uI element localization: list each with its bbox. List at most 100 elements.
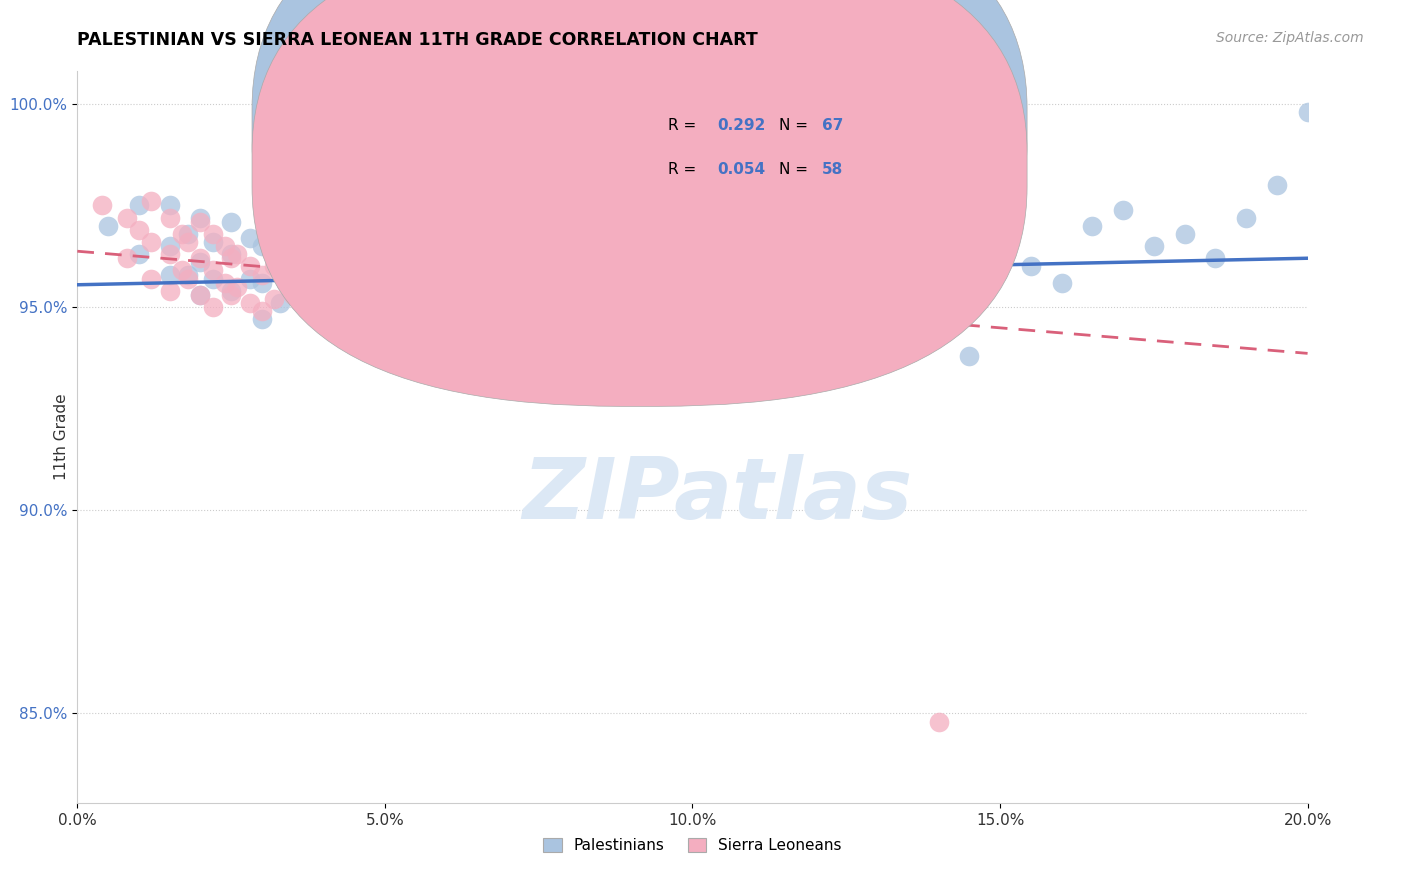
Text: Source: ZipAtlas.com: Source: ZipAtlas.com bbox=[1216, 31, 1364, 45]
Point bbox=[1143, 239, 1166, 253]
Point bbox=[97, 219, 120, 233]
Point bbox=[201, 271, 224, 285]
Point bbox=[159, 198, 181, 212]
Point bbox=[219, 247, 242, 261]
Point bbox=[361, 260, 384, 274]
Point bbox=[465, 312, 488, 326]
Point bbox=[1019, 260, 1042, 274]
Point bbox=[90, 198, 114, 212]
Point bbox=[343, 284, 366, 298]
FancyBboxPatch shape bbox=[252, 0, 1028, 362]
FancyBboxPatch shape bbox=[252, 0, 1028, 407]
Point bbox=[835, 279, 858, 293]
Point bbox=[405, 284, 427, 298]
Point bbox=[170, 227, 193, 241]
FancyBboxPatch shape bbox=[600, 101, 920, 211]
Point bbox=[374, 308, 396, 322]
Point bbox=[682, 260, 704, 274]
Point bbox=[558, 243, 581, 257]
Point bbox=[201, 235, 224, 249]
Point bbox=[957, 349, 980, 363]
Point bbox=[436, 333, 458, 347]
Point bbox=[239, 271, 262, 285]
Point bbox=[177, 271, 200, 285]
Point bbox=[527, 279, 550, 293]
Point bbox=[177, 235, 200, 249]
Point bbox=[269, 296, 291, 310]
Point bbox=[219, 252, 242, 266]
Point bbox=[239, 260, 262, 274]
Point bbox=[496, 325, 519, 339]
Point bbox=[159, 284, 181, 298]
Point bbox=[897, 239, 920, 253]
Text: 67: 67 bbox=[821, 118, 844, 133]
Point bbox=[1081, 219, 1104, 233]
Point bbox=[263, 292, 285, 306]
Point bbox=[804, 239, 827, 253]
Point bbox=[835, 247, 858, 261]
Point bbox=[170, 263, 193, 277]
Point bbox=[299, 292, 322, 306]
Point bbox=[281, 276, 304, 290]
Point bbox=[188, 255, 212, 269]
Point bbox=[263, 260, 285, 274]
Point bbox=[276, 276, 298, 290]
Text: 58: 58 bbox=[821, 161, 842, 177]
Point bbox=[159, 247, 181, 261]
Point bbox=[866, 255, 889, 269]
Point bbox=[214, 239, 236, 253]
Point bbox=[558, 352, 581, 367]
Point bbox=[804, 320, 827, 334]
Point bbox=[1265, 178, 1288, 193]
Point bbox=[188, 288, 212, 302]
Point bbox=[250, 312, 273, 326]
Point bbox=[141, 271, 163, 285]
Point bbox=[214, 276, 236, 290]
Point bbox=[465, 284, 488, 298]
Text: N =: N = bbox=[779, 118, 813, 133]
Text: ZIPatlas: ZIPatlas bbox=[522, 454, 912, 537]
Text: PALESTINIAN VS SIERRA LEONEAN 11TH GRADE CORRELATION CHART: PALESTINIAN VS SIERRA LEONEAN 11TH GRADE… bbox=[77, 31, 758, 49]
Point bbox=[1204, 252, 1226, 266]
Point bbox=[325, 284, 347, 298]
Point bbox=[988, 252, 1011, 266]
Point bbox=[188, 252, 212, 266]
Point bbox=[128, 223, 150, 237]
Point bbox=[281, 239, 304, 253]
Point bbox=[620, 320, 643, 334]
Point bbox=[374, 300, 396, 314]
Point bbox=[239, 231, 262, 245]
Point bbox=[527, 336, 550, 351]
Point bbox=[226, 247, 249, 261]
Point bbox=[405, 271, 427, 285]
Point bbox=[250, 268, 273, 282]
Point bbox=[988, 227, 1011, 241]
Point bbox=[1050, 276, 1073, 290]
Point bbox=[201, 263, 224, 277]
Point bbox=[115, 211, 138, 225]
Point bbox=[651, 255, 673, 269]
Point bbox=[201, 227, 224, 241]
Point bbox=[188, 215, 212, 229]
Text: N =: N = bbox=[779, 161, 813, 177]
Point bbox=[742, 279, 765, 293]
Point bbox=[682, 239, 704, 253]
Point bbox=[465, 344, 488, 359]
Point bbox=[312, 268, 335, 282]
Point bbox=[773, 308, 796, 322]
Point bbox=[128, 198, 150, 212]
Point bbox=[436, 300, 458, 314]
Point bbox=[177, 268, 200, 282]
Point bbox=[928, 714, 950, 729]
Point bbox=[897, 247, 920, 261]
Point bbox=[141, 194, 163, 209]
Point bbox=[299, 260, 322, 274]
Point bbox=[436, 300, 458, 314]
Point bbox=[281, 288, 304, 302]
Y-axis label: 11th Grade: 11th Grade bbox=[53, 393, 69, 481]
Point bbox=[250, 304, 273, 318]
Point bbox=[1234, 211, 1257, 225]
Point bbox=[374, 276, 396, 290]
Point bbox=[219, 288, 242, 302]
Point bbox=[742, 296, 765, 310]
